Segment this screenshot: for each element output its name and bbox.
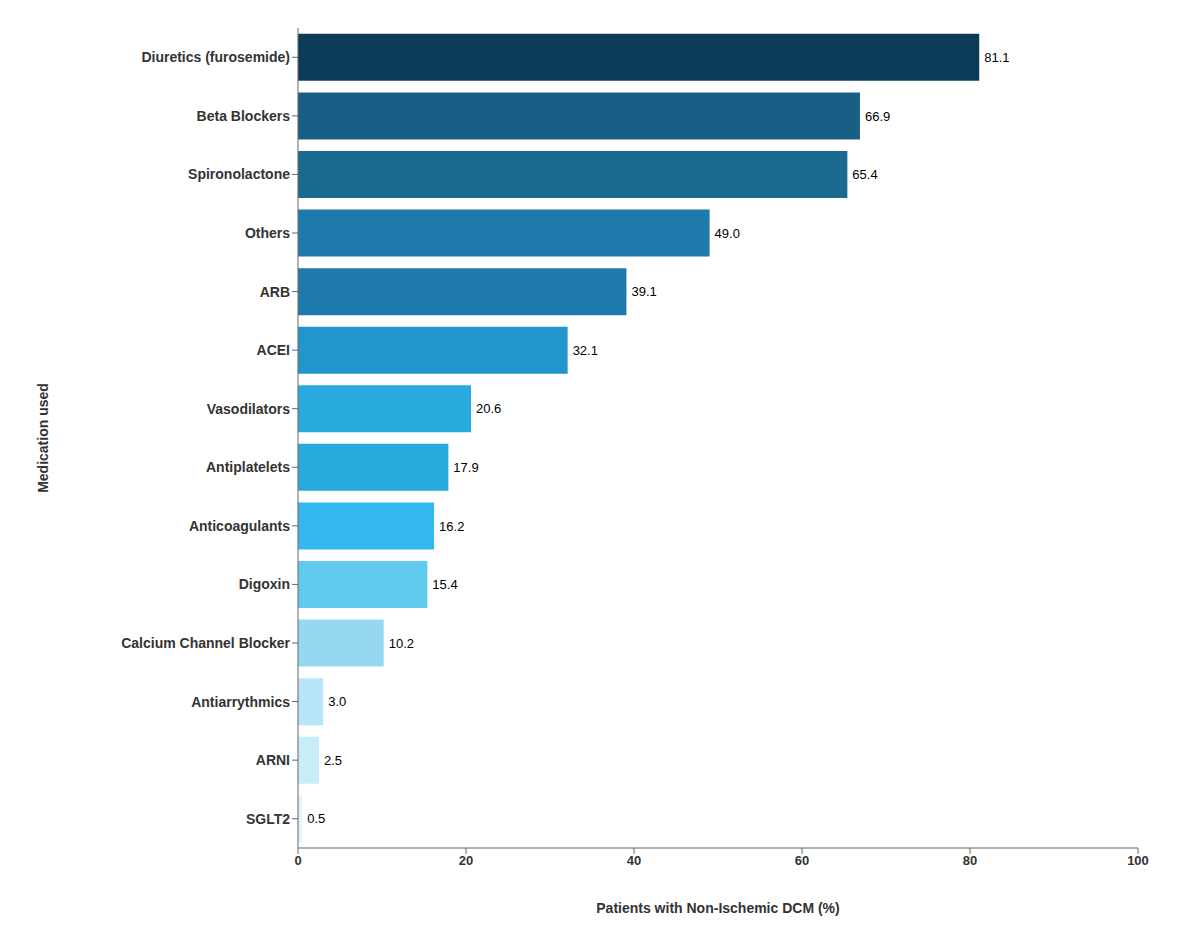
svg-text:Spironolactone: Spironolactone [188, 166, 290, 182]
svg-text:10.2: 10.2 [389, 636, 414, 651]
svg-text:ACEI: ACEI [257, 342, 290, 358]
svg-text:Patients with Non-Ischemic DCM: Patients with Non-Ischemic DCM (%) [596, 900, 839, 916]
svg-text:80: 80 [963, 853, 977, 868]
svg-text:60: 60 [795, 853, 809, 868]
svg-text:2.5: 2.5 [324, 753, 342, 768]
svg-text:16.2: 16.2 [439, 519, 464, 534]
svg-text:0.5: 0.5 [307, 811, 325, 826]
svg-text:SGLT2: SGLT2 [246, 811, 290, 827]
svg-text:17.9: 17.9 [453, 460, 478, 475]
svg-text:49.0: 49.0 [715, 226, 740, 241]
svg-text:Diuretics (furosemide): Diuretics (furosemide) [141, 49, 290, 65]
svg-text:65.4: 65.4 [852, 167, 877, 182]
svg-text:Antiplatelets: Antiplatelets [206, 459, 290, 475]
svg-text:100: 100 [1127, 853, 1149, 868]
svg-text:39.1: 39.1 [631, 284, 656, 299]
svg-text:Calcium Channel Blocker: Calcium Channel Blocker [121, 635, 290, 651]
svg-text:Digoxin: Digoxin [239, 576, 290, 592]
svg-text:Vasodilators: Vasodilators [207, 401, 290, 417]
svg-text:ARB: ARB [260, 284, 290, 300]
svg-text:66.9: 66.9 [865, 109, 890, 124]
svg-text:Beta Blockers: Beta Blockers [197, 108, 291, 124]
svg-text:0: 0 [294, 853, 301, 868]
svg-text:Antiarrythmics: Antiarrythmics [191, 694, 290, 710]
svg-text:20: 20 [459, 853, 473, 868]
svg-text:15.4: 15.4 [432, 577, 457, 592]
svg-text:20.6: 20.6 [476, 401, 501, 416]
svg-text:ARNI: ARNI [256, 752, 290, 768]
svg-text:Anticoagulants: Anticoagulants [189, 518, 290, 534]
svg-text:81.1: 81.1 [984, 50, 1009, 65]
svg-text:3.0: 3.0 [328, 694, 346, 709]
svg-text:Medication used: Medication used [35, 383, 51, 493]
svg-text:32.1: 32.1 [573, 343, 598, 358]
svg-text:Others: Others [245, 225, 290, 241]
svg-text:40: 40 [627, 853, 641, 868]
